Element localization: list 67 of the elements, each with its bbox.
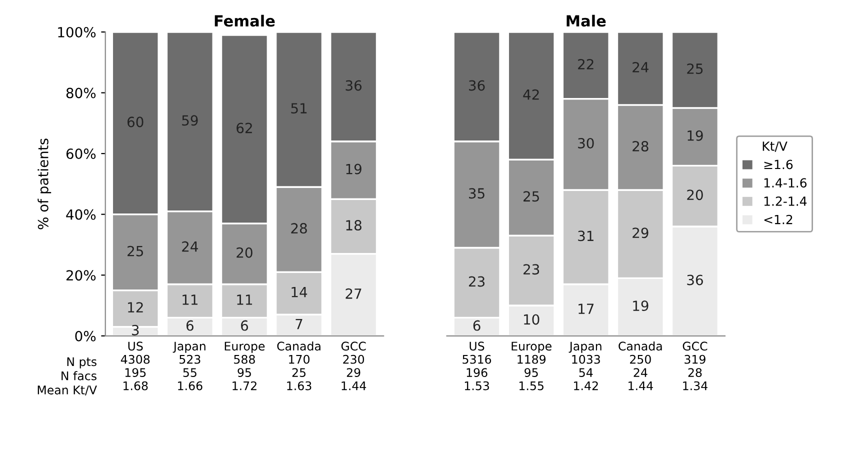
data-label: 11 xyxy=(182,294,198,305)
text: N pts xyxy=(67,357,96,368)
data-label: 22 xyxy=(578,58,594,70)
y-tick-label: 0% xyxy=(75,330,96,342)
data-label: 62 xyxy=(236,122,252,134)
data-label: 51 xyxy=(291,103,307,114)
data-label: 31 xyxy=(578,230,594,242)
x-tick-label: GCC 319 28 1.34 xyxy=(682,342,708,390)
data-label: 59 xyxy=(182,115,198,126)
data-label: 24 xyxy=(182,241,198,252)
data-label: 36 xyxy=(469,80,485,91)
chart-title: Male xyxy=(566,14,606,27)
x-tick-label: US 4308 195 1.68 xyxy=(120,342,150,390)
legend-label: 1.4-1.6 xyxy=(764,178,807,188)
data-label: 19 xyxy=(633,300,648,312)
x-tick-label: Europe 1189 95 1.55 xyxy=(512,342,552,390)
x-tick-label: Europe 588 95 1.72 xyxy=(224,342,265,390)
data-label: 60 xyxy=(128,116,144,128)
data-label: 24 xyxy=(632,62,648,72)
text: Mean Kt/V xyxy=(38,386,97,396)
legend-title: Kt/V xyxy=(762,142,788,152)
data-label: 11 xyxy=(237,294,252,305)
data-label: 35 xyxy=(469,188,484,199)
data-label: 30 xyxy=(578,138,594,148)
data-label: 3 xyxy=(132,324,139,336)
data-label: 28 xyxy=(632,141,648,152)
data-label: 25 xyxy=(687,64,703,74)
x-tick-label: Japan 523 55 1.66 xyxy=(172,342,206,390)
y-tick-label: 60% xyxy=(66,148,96,160)
data-label: 12 xyxy=(128,302,143,312)
data-label: 27 xyxy=(346,288,362,299)
data-label: 42 xyxy=(523,89,539,100)
data-label: 23 xyxy=(524,264,540,275)
data-label: 36 xyxy=(687,274,703,286)
text: N facs xyxy=(62,371,96,380)
legend-label: ≥1.6 xyxy=(764,160,793,170)
data-label: 25 xyxy=(128,246,143,256)
data-label: 28 xyxy=(291,223,307,234)
legend-label: 1.2-1.4 xyxy=(764,196,807,206)
data-label: 29 xyxy=(632,228,648,238)
x-tick-label: US 5316 196 1.53 xyxy=(462,342,492,390)
data-label: 19 xyxy=(688,130,703,141)
data-label: 7 xyxy=(296,318,302,330)
legend-label: <1.2 xyxy=(764,214,792,224)
y-tick-label: 80% xyxy=(66,88,96,98)
chart-title: Female xyxy=(214,14,275,27)
data-label: 20 xyxy=(236,247,252,258)
x-tick-label: Canada 250 24 1.44 xyxy=(618,341,662,390)
data-label: 10 xyxy=(524,314,540,325)
data-label: 18 xyxy=(346,220,362,231)
x-tick-label: GCC 230 29 1.44 xyxy=(341,342,366,390)
data-label: 17 xyxy=(578,304,594,314)
y-tick-label: 100% xyxy=(58,26,96,38)
data-label: 20 xyxy=(687,190,703,200)
x-tick-label: Japan 1033 54 1.42 xyxy=(568,342,602,390)
data-label: 25 xyxy=(524,191,539,202)
data-label: 23 xyxy=(468,276,485,287)
data-label: 36 xyxy=(346,80,362,91)
data-label: 6 xyxy=(473,320,480,331)
x-tick-label: Canada 170 25 1.63 xyxy=(277,341,320,390)
data-label: 6 xyxy=(186,320,194,331)
y-tick-label: 20% xyxy=(66,270,96,281)
y-tick-label: 40% xyxy=(66,209,96,220)
data-label: 6 xyxy=(241,320,248,331)
data-label: 14 xyxy=(292,287,308,298)
data-label: 19 xyxy=(346,164,362,174)
y-axis-title: % of patients xyxy=(38,138,52,230)
